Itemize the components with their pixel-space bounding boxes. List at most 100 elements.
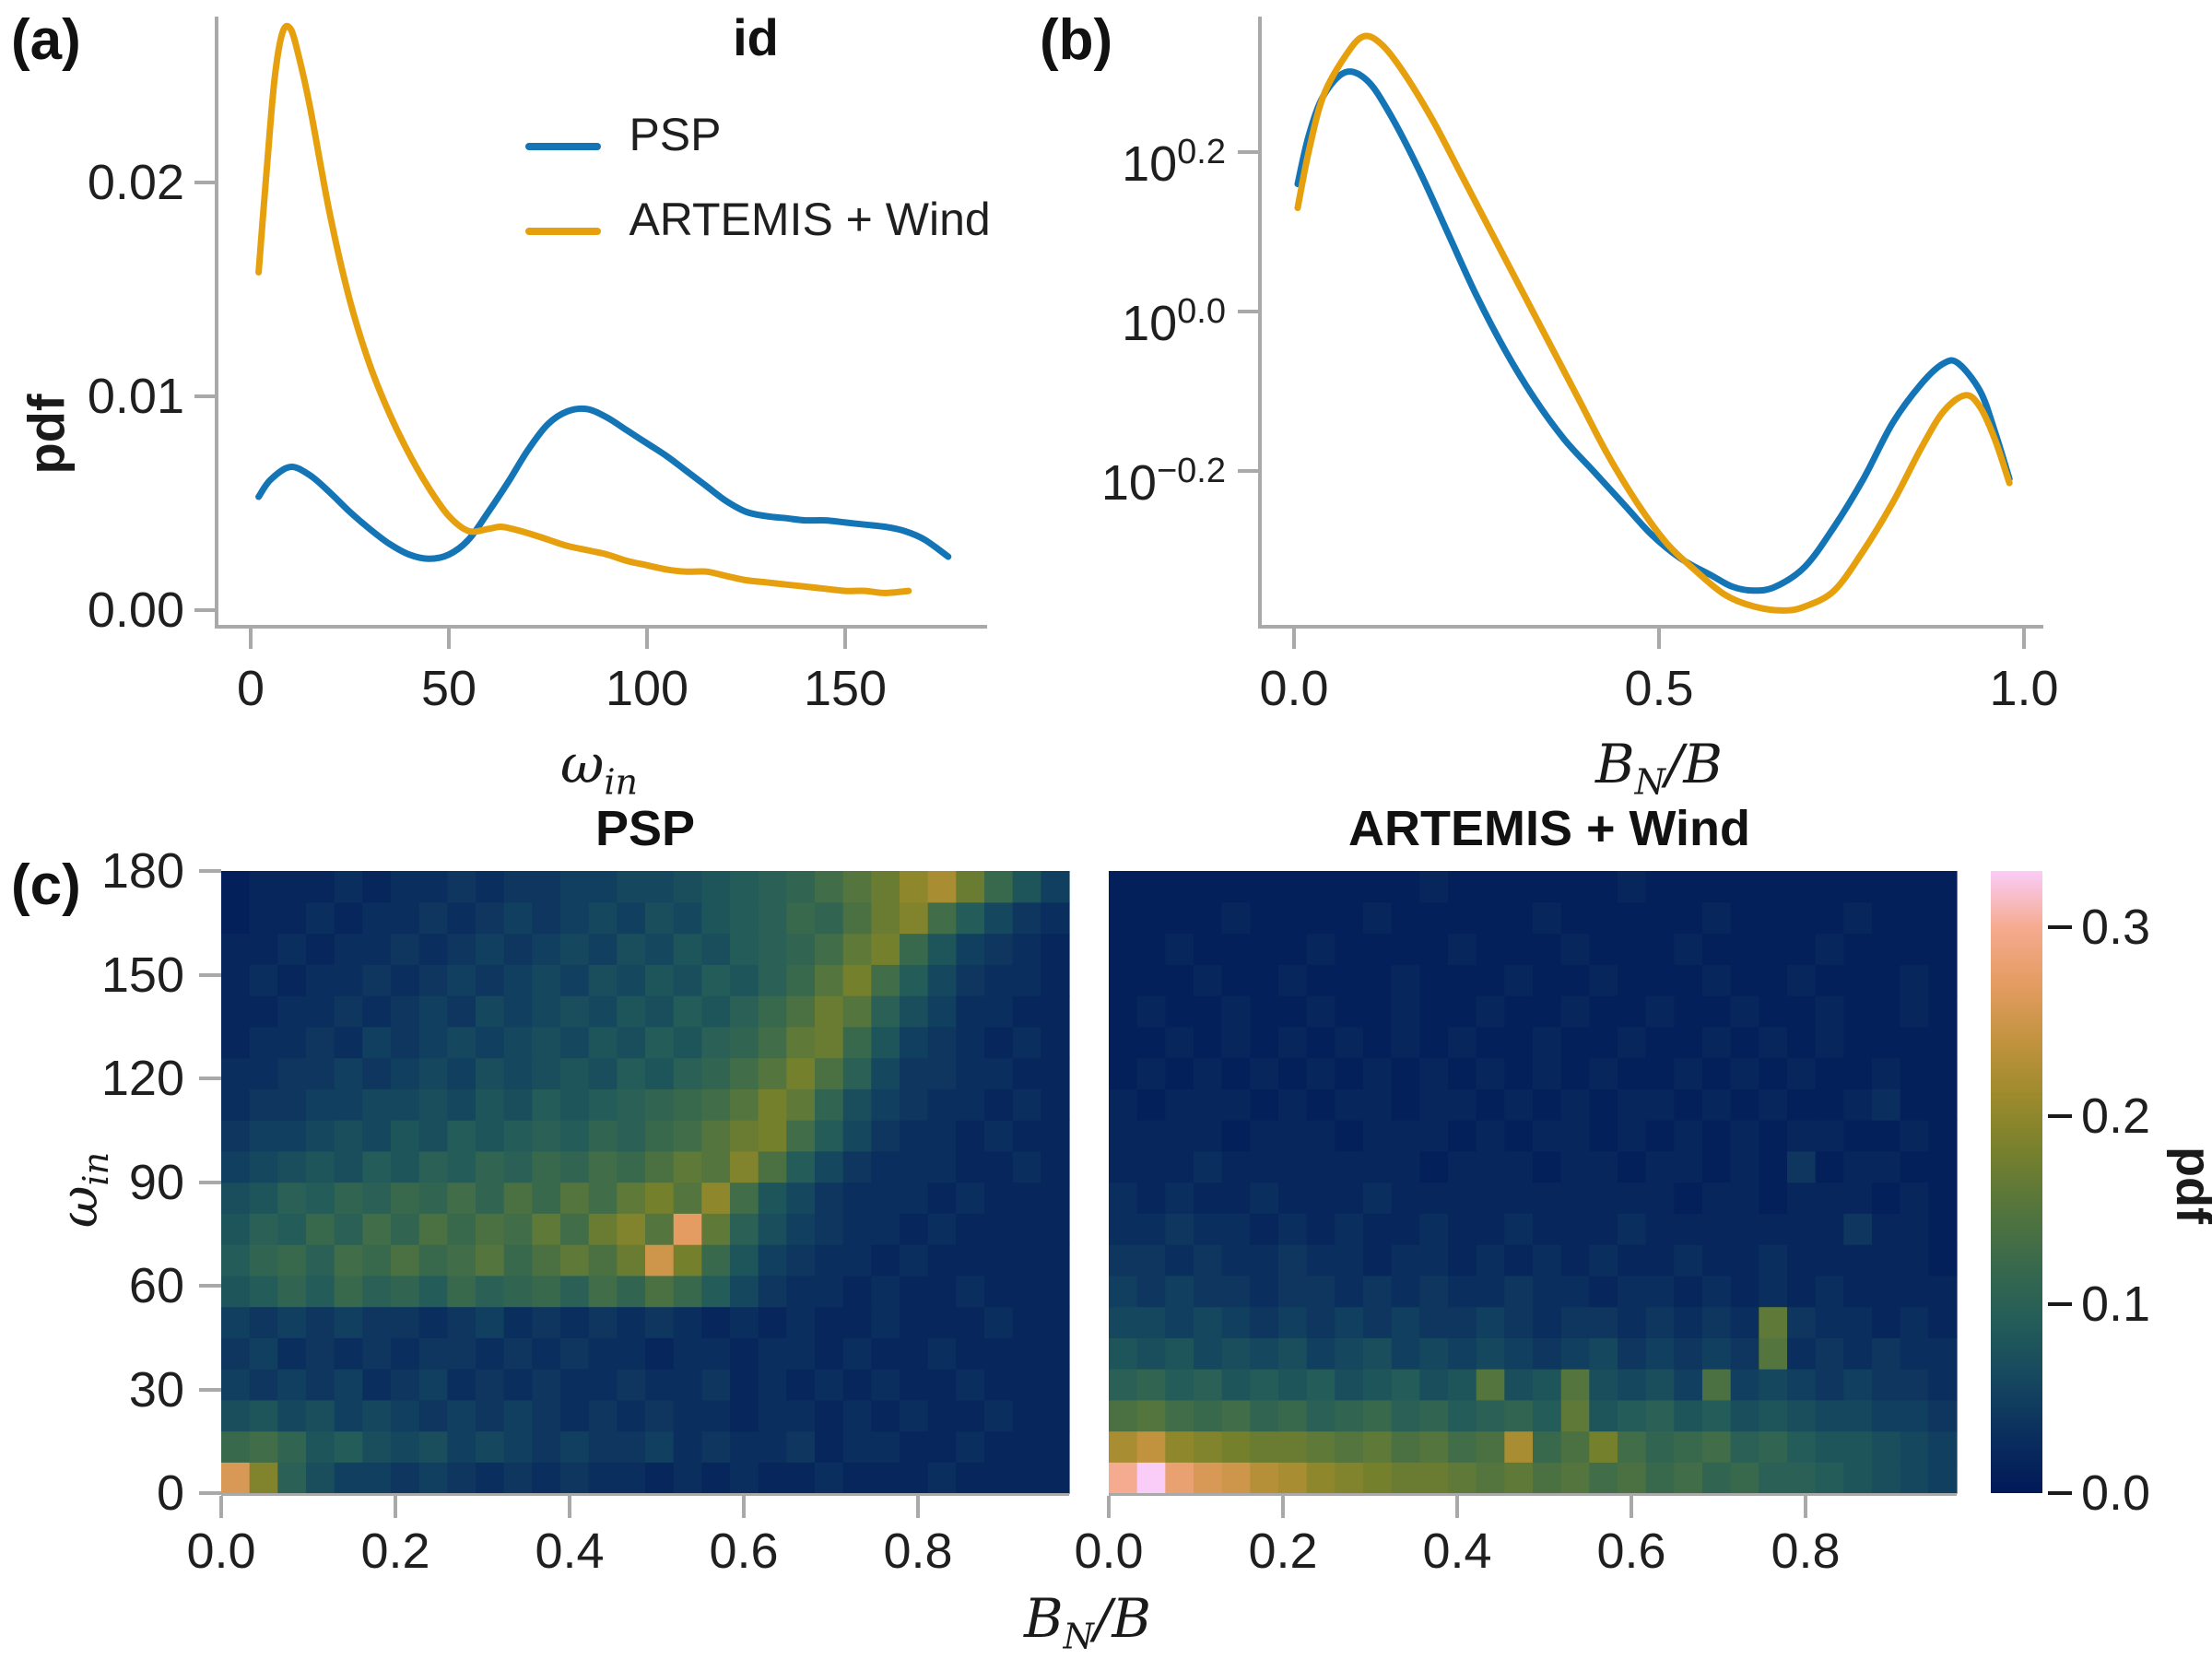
heatmap-cell — [277, 1057, 307, 1089]
heatmap-cell — [1221, 964, 1251, 996]
heatmap-cell — [786, 933, 816, 965]
heatmap-cell — [1448, 1369, 1477, 1401]
heatmap-cell — [927, 964, 957, 996]
panel-a-x-tick-label: 0 — [236, 661, 265, 716]
heatmap-cell — [1645, 901, 1675, 935]
heatmap-cell — [984, 1057, 1014, 1089]
heatmap-cell — [418, 995, 448, 1028]
heatmap-cell — [1012, 1275, 1041, 1308]
panel-b-x-tick-label: 1.0 — [1989, 661, 2059, 716]
heatmap-cell — [1560, 1244, 1590, 1277]
heatmap-cell — [1759, 1399, 1788, 1432]
heatmap-cell — [391, 1244, 420, 1277]
heatmap-cell — [701, 933, 731, 965]
heatmap-cell — [871, 1306, 900, 1338]
heatmap-cell — [900, 1057, 929, 1089]
heatmap-cell — [249, 1306, 278, 1338]
colorbar-tick-label: 0.0 — [2081, 1465, 2151, 1521]
heatmap-cell — [842, 995, 872, 1028]
tick-mark — [394, 1496, 397, 1518]
heatmap-cell — [1815, 1120, 1844, 1152]
tick-mark — [916, 1496, 920, 1518]
heatmap-cell — [1250, 995, 1279, 1028]
heatmap-cell — [1136, 1057, 1166, 1089]
tick-mark — [1804, 1496, 1807, 1518]
heatmap-cell — [476, 901, 505, 935]
heatmap-cell — [1419, 1244, 1449, 1277]
heatmap-cell — [1194, 1088, 1223, 1121]
heatmap-cell — [221, 1337, 251, 1370]
panel-a-x-tick-label: 100 — [605, 661, 689, 716]
panel-a-bottom-spine — [215, 625, 987, 629]
heatmap-cell — [730, 1275, 759, 1308]
heatmap-cell — [1872, 1369, 1901, 1401]
heatmap-cell — [1928, 964, 1958, 996]
heatmap-cell — [900, 1120, 929, 1152]
heatmap-cell — [1391, 995, 1420, 1028]
panel-b-x-tick-label: 0.0 — [1259, 661, 1329, 716]
heatmap-cell — [1419, 1369, 1449, 1401]
heatmap-cell — [1759, 1026, 1788, 1059]
heatmap-cell — [1815, 964, 1844, 996]
heatmap-cell — [1165, 1026, 1194, 1059]
heatmap-cell — [1533, 1120, 1562, 1152]
heatmap-cell — [1391, 1026, 1420, 1059]
heatmap-cell — [871, 1057, 900, 1089]
heatmap-cell — [701, 1306, 731, 1338]
heatmap-cell — [221, 1182, 251, 1214]
heatmap-cell — [1787, 1120, 1817, 1152]
heatmap-cell — [1787, 1369, 1817, 1401]
heatmap-cell — [1504, 1057, 1534, 1089]
heatmap-cell — [1476, 1057, 1505, 1089]
heatmap-cell — [984, 1306, 1014, 1338]
heatmap-cell — [1012, 1369, 1041, 1401]
heatmap-cell — [532, 871, 561, 903]
heatmap-cell — [1702, 1399, 1732, 1432]
heatmap-cell — [900, 933, 929, 965]
heatmap-cell — [1448, 1057, 1477, 1089]
heatmap-cell — [588, 1244, 618, 1277]
heatmap-cell — [391, 995, 420, 1028]
heatmap-cell — [1843, 1057, 1873, 1089]
heatmap-cell — [1419, 1057, 1449, 1089]
heatmap-cell — [900, 1182, 929, 1214]
heatmap-cell — [560, 1306, 590, 1338]
heatmap-cell — [815, 1088, 844, 1121]
heatmap-cell — [476, 1057, 505, 1089]
heatmap-cell — [1702, 1026, 1732, 1059]
heatmap-cell — [815, 1150, 844, 1183]
tick-mark — [2048, 1302, 2072, 1307]
heatmap-cell — [1165, 1213, 1194, 1245]
heatmap-cell — [1815, 1399, 1844, 1432]
heatmap-cell — [701, 1182, 731, 1214]
tick-mark — [1238, 310, 1258, 313]
heatmap-cell — [1618, 964, 1647, 996]
heatmap-cell — [1560, 933, 1590, 965]
heatmap-cell — [1872, 1150, 1901, 1183]
heatmap-cell — [1278, 1213, 1308, 1245]
heatmap-cell — [1391, 1213, 1420, 1245]
heatmap-cell — [984, 1088, 1014, 1121]
heatmap-cell — [956, 1399, 985, 1432]
heatmap-cell — [560, 1182, 590, 1214]
heatmap-cell — [871, 1430, 900, 1463]
heatmap-cell — [277, 995, 307, 1028]
heatmap-cell — [1335, 1430, 1364, 1463]
heatmap-cell — [1730, 1120, 1759, 1152]
heatmap-cell — [1843, 933, 1873, 965]
heatmap-cell — [1900, 1337, 1929, 1370]
heatmap-cell — [1730, 1369, 1759, 1401]
heatmap-cell — [503, 1337, 533, 1370]
heatmap-cell — [1618, 901, 1647, 935]
heatmap-cell — [1702, 1182, 1732, 1214]
heatmap-cell — [1872, 871, 1901, 903]
heatmap-cell — [927, 1057, 957, 1089]
heatmap-cell — [1645, 1306, 1675, 1338]
heatmap-cell — [1533, 1399, 1562, 1432]
heatmap-cell — [786, 995, 816, 1028]
heatmap-cell — [249, 1462, 278, 1494]
heatmap-cell — [1674, 995, 1703, 1028]
heatmap-cell — [701, 1213, 731, 1245]
heatmap-cell — [1476, 871, 1505, 903]
heatmap-cell — [249, 1430, 278, 1463]
